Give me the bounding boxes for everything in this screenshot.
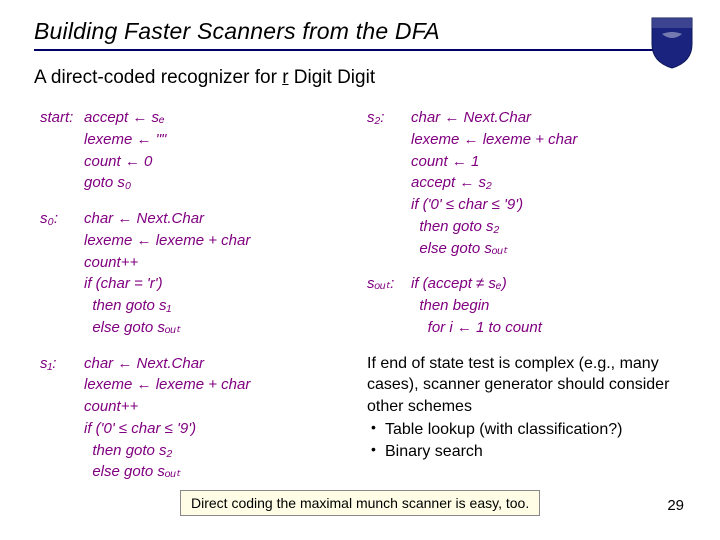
state-s2: s₂: char ← Next.Char lexeme ← lexeme + c… [367,107,686,259]
state-label-start: start: [40,107,84,194]
code-columns: start: accept ← sₑ lexeme ← "" count ← 0… [34,107,686,497]
state-body-start: accept ← sₑ lexeme ← "" count ← 0 goto s… [84,107,166,194]
slide-title: Building Faster Scanners from the DFA [34,18,686,49]
state-body-s1: char ← Next.Char lexeme ← lexeme + char … [84,353,250,484]
state-body-s2: char ← Next.Char lexeme ← lexeme + char … [411,107,577,259]
state-label-s2: s₂: [367,107,411,259]
state-body-s0: char ← Next.Char lexeme ← lexeme + char … [84,208,250,339]
state-sout: sₒᵤₜ: if (accept ≠ sₑ) then begin for i … [367,273,686,338]
state-label-s0: s₀: [40,208,84,339]
left-column: start: accept ← sₑ lexeme ← "" count ← 0… [34,107,359,497]
right-column: s₂: char ← Next.Char lexeme ← lexeme + c… [367,107,686,497]
note-bullet-0: Table lookup (with classification?) [371,419,686,441]
subtitle-suffix: Digit Digit [289,67,376,88]
shield-icon [648,14,696,70]
note-text: If end of state test is complex (e.g., m… [367,353,686,418]
state-s0: s₀: char ← Next.Char lexeme ← lexeme + c… [40,208,359,339]
state-label-s1: s₁: [40,353,84,484]
note-bullet-1: Binary search [371,441,686,463]
state-start: start: accept ← sₑ lexeme ← "" count ← 0… [40,107,359,194]
state-s1: s₁: char ← Next.Char lexeme ← lexeme + c… [40,353,359,484]
page-number: 29 [667,497,684,514]
subtitle-prefix: A direct-coded recognizer for [34,67,282,88]
right-code: s₂: char ← Next.Char lexeme ← lexeme + c… [367,107,686,339]
slide-subtitle: A direct-coded recognizer for r Digit Di… [34,67,686,89]
state-label-sout: sₒᵤₜ: [367,273,411,338]
state-body-sout: if (accept ≠ sₑ) then begin for i ← 1 to… [411,273,542,338]
footer-callout: Direct coding the maximal munch scanner … [180,490,540,516]
note-bullets: Table lookup (with classification?) Bina… [367,419,686,462]
title-underline [34,49,686,51]
note-block: If end of state test is complex (e.g., m… [367,353,686,463]
